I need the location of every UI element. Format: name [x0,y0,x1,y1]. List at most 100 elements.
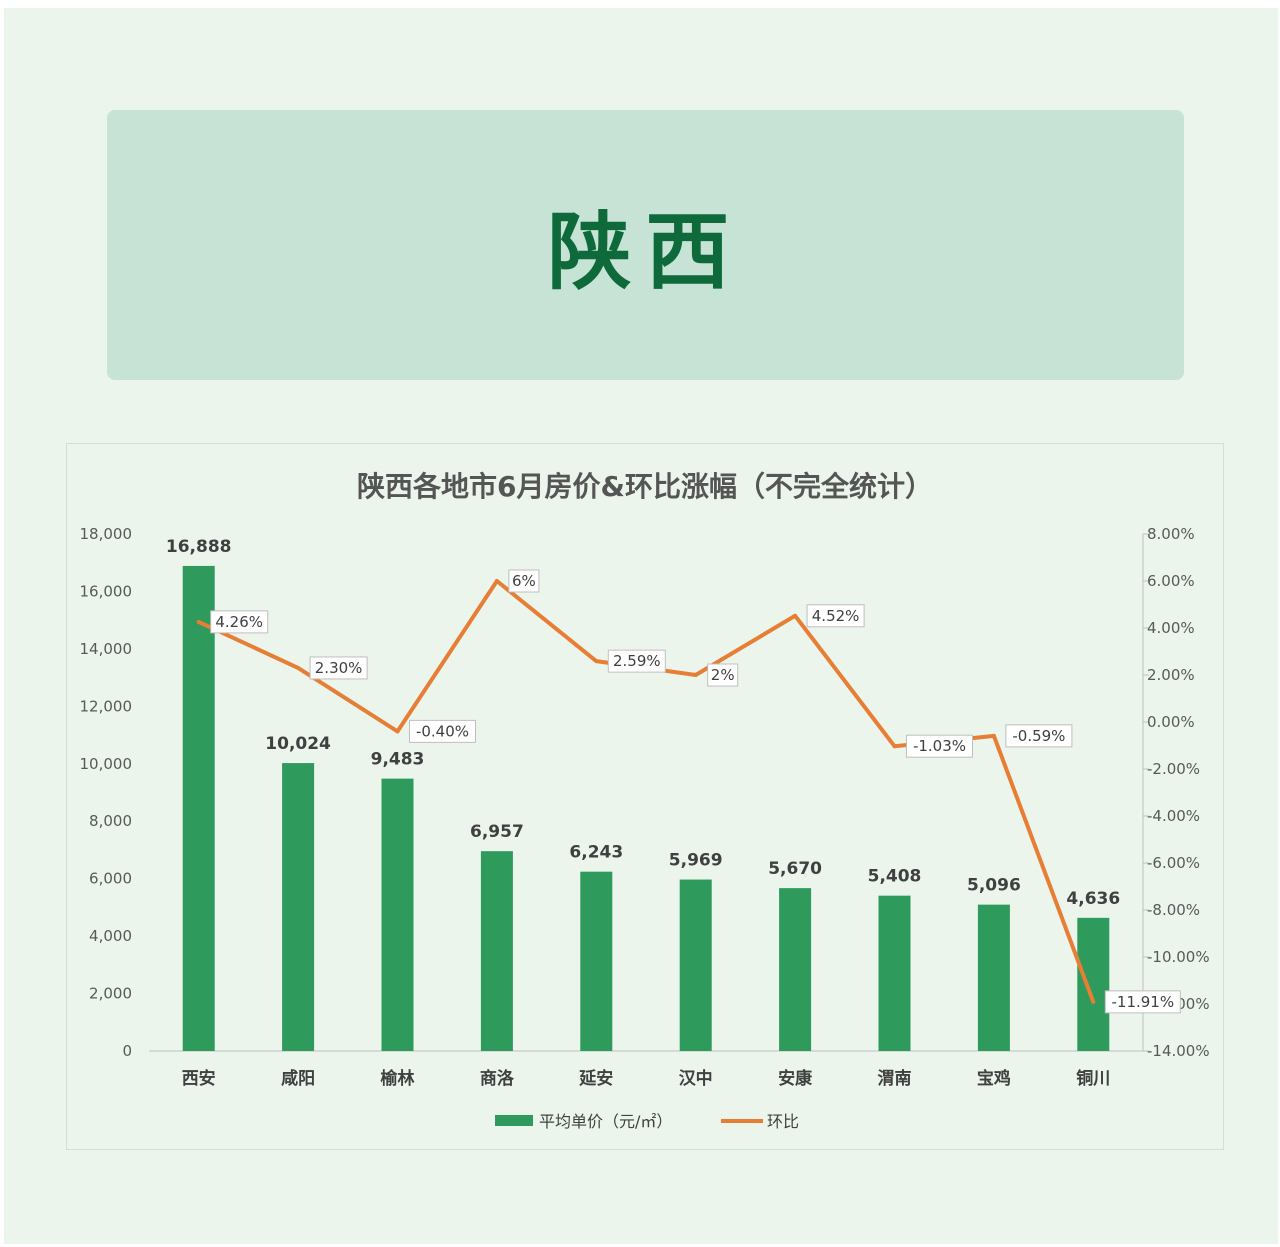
line-data-label: 6% [512,572,536,590]
line-data-label-bg [906,734,973,758]
banner-title: 陕西 [547,202,744,301]
chart-container: 陕西各地市6月房价&环比涨幅（不完全统计） 0 2,000 4,000 6,000 8,… [66,443,1224,1150]
left-axis: 0 2,000 4,000 6,000 8,000 10,000 12,000 14,000 1… [80,525,1143,1060]
category-label: 宝鸡 [977,1068,1011,1089]
category-label: 商洛 [480,1068,515,1089]
line-data-label: -1.03% [913,737,966,755]
line-point [594,659,599,664]
bar [878,895,911,1051]
right-axis-tick-label: -14.00% [1147,1042,1210,1060]
line-data-label-box: 2.30% [309,656,368,680]
bar [779,888,812,1051]
left-axis-tick-label: 14,000 [80,640,133,658]
line-series [196,579,1096,1004]
category-label: 咸阳 [281,1068,315,1089]
category-label: 榆林 [381,1068,415,1089]
line-data-label-box: 4.26% [210,610,269,634]
combo-chart: 陕西各地市6月房价&环比涨幅（不完全统计） 0 2,000 4,000 6,000 8,… [80,470,1210,1131]
line-data-label-box: 2.59% [607,649,666,673]
line-data-labels: 4.26% 2.30% -0.40% 6% 2.59% 2% 4.52% -1.03% -0.5… [210,569,1181,1014]
left-axis-tick-label: 4,000 [89,927,132,945]
right-axis-tick-label: 8.00% [1147,525,1195,543]
left-axis-tick-label: 6,000 [89,870,132,888]
bar-data-labels: 16,888 10,024 9,483 6,957 6,243 5,969 5,670 5,4… [166,537,1120,909]
line-data-label-box: 6% [508,569,540,593]
bar [182,565,215,1051]
bar [282,763,315,1051]
legend-bar-swatch [495,1115,533,1126]
right-axis-tick-label: -8.00% [1147,901,1200,919]
bar-data-label: 5,969 [669,851,723,871]
line-data-label: 4.26% [215,613,263,631]
left-axis-tick-label: 10,000 [80,755,133,773]
right-axis-tick-label: 4.00% [1147,619,1195,637]
left-axis-tick-label: 8,000 [89,812,132,830]
line-data-label-box: 2% [707,663,739,687]
line-point [494,579,499,583]
line-data-label: -11.91% [1111,993,1174,1011]
bar-data-label: 4,636 [1066,889,1120,909]
right-axis-tick-label: -2.00% [1147,760,1200,778]
line-data-label-bg [1104,990,1181,1014]
line-data-label: -0.59% [1012,727,1065,745]
line-point [892,744,897,749]
chart-title: 陕西各地市6月房价&环比涨幅（不完全统计） [357,470,933,503]
legend-bar-label: 平均单价（元/㎡） [539,1112,672,1131]
line-data-label: 4.52% [812,607,860,625]
category-label: 安康 [778,1068,813,1089]
right-axis-tick-label: 0.00% [1147,713,1195,731]
line-data-label-bg [508,569,540,593]
bar-data-label: 6,957 [470,822,524,842]
bar [1077,917,1110,1051]
bar [381,778,414,1051]
line-data-label-box: -11.91% [1104,990,1181,1014]
right-axis-tick-label: -4.00% [1147,807,1200,825]
right-axis: -14.00%-12.00%-10.00%-8.00%-6.00%-4.00%-… [1142,525,1210,1060]
line-data-label-box: -1.03% [906,734,973,758]
bar-series [182,565,1110,1051]
bar-data-label: 9,483 [371,750,425,770]
bar [480,851,513,1051]
right-axis-tick-label: 2.00% [1147,666,1195,684]
line-data-label-bg [309,656,368,680]
legend: 平均单价（元/㎡） 环比 [495,1112,799,1131]
line-point [991,733,996,738]
legend-line-label: 环比 [767,1112,799,1131]
bar [977,904,1010,1051]
category-label: 渭南 [878,1068,912,1089]
left-axis-tick-label: 2,000 [89,985,132,1003]
line-data-label: -0.40% [416,722,469,740]
page-background: 陕西 陕西各地市6月房价&环比涨幅（不完全统计） 0 2,000 4,000 6,00… [4,8,1278,1244]
bar-data-label: 6,243 [569,843,623,863]
bar-data-label: 5,408 [868,867,922,887]
left-axis-tick-label: 18,000 [80,525,133,543]
left-axis-tick-label: 12,000 [80,697,133,715]
line-point [296,665,301,670]
line-data-label-bg [607,649,666,673]
title-banner: 陕西 [107,110,1184,380]
category-label: 西安 [182,1068,216,1089]
line-point [1091,999,1096,1004]
line-data-label-bg [409,719,476,743]
line-point [693,673,698,677]
bar-data-label: 16,888 [166,537,232,557]
line-data-label: 2% [711,666,735,684]
category-label: 延安 [578,1068,613,1089]
right-axis-tick-label: -10.00% [1147,948,1210,966]
category-label: 汉中 [679,1068,713,1089]
line-data-label-box: 4.52% [806,604,865,628]
line-data-label-bg [806,604,865,628]
bar-data-label: 10,024 [265,734,331,754]
bar [679,879,712,1051]
right-axis-tick-label: 6.00% [1147,572,1195,590]
line-point [196,619,201,624]
left-axis-tick-label: 16,000 [80,582,133,600]
line-point [395,729,400,734]
line-path [197,579,1096,1003]
line-data-label: 2.30% [315,659,363,677]
line-data-label-bg [707,663,739,687]
line-data-label-bg [210,610,269,634]
line-data-label-bg [1005,724,1073,748]
bar [580,871,613,1051]
right-axis-tick-label: -6.00% [1147,854,1200,872]
